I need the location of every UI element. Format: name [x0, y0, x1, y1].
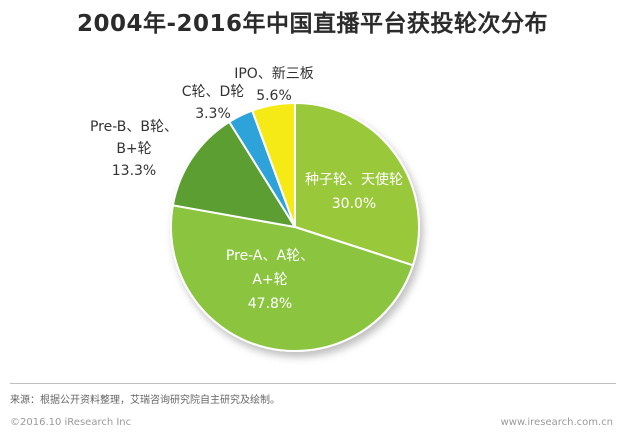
pie-slice-4 — [251, 102, 296, 228]
chart-title: 2004年-2016年中国直播平台获投轮次分布 — [76, 11, 549, 37]
pie-slice-0 — [294, 102, 420, 267]
slice-label-1: Pre-A、A轮、 A+轮 47.8% — [226, 248, 314, 312]
pie-slice-1 — [170, 204, 414, 353]
slice-label-4: IPO、新三板 5.6% — [234, 66, 314, 104]
slice-label-0: 种子轮、天使轮 30.0% — [305, 171, 403, 212]
source-note: 来源：根据公开资料整理，艾瑞咨询研究院自主研究及绘制。 — [10, 395, 280, 406]
website-text: www.iresearch.com.cn — [500, 417, 613, 428]
slice-label-2: Pre-B、B轮、 B+轮 13.3% — [90, 119, 178, 179]
copyright-text: ©2016.10 iResearch Inc — [10, 417, 132, 428]
slice-label-3: C轮、D轮 3.3% — [182, 84, 245, 122]
pie-slice-2 — [171, 120, 296, 228]
footer-divider — [10, 383, 616, 384]
